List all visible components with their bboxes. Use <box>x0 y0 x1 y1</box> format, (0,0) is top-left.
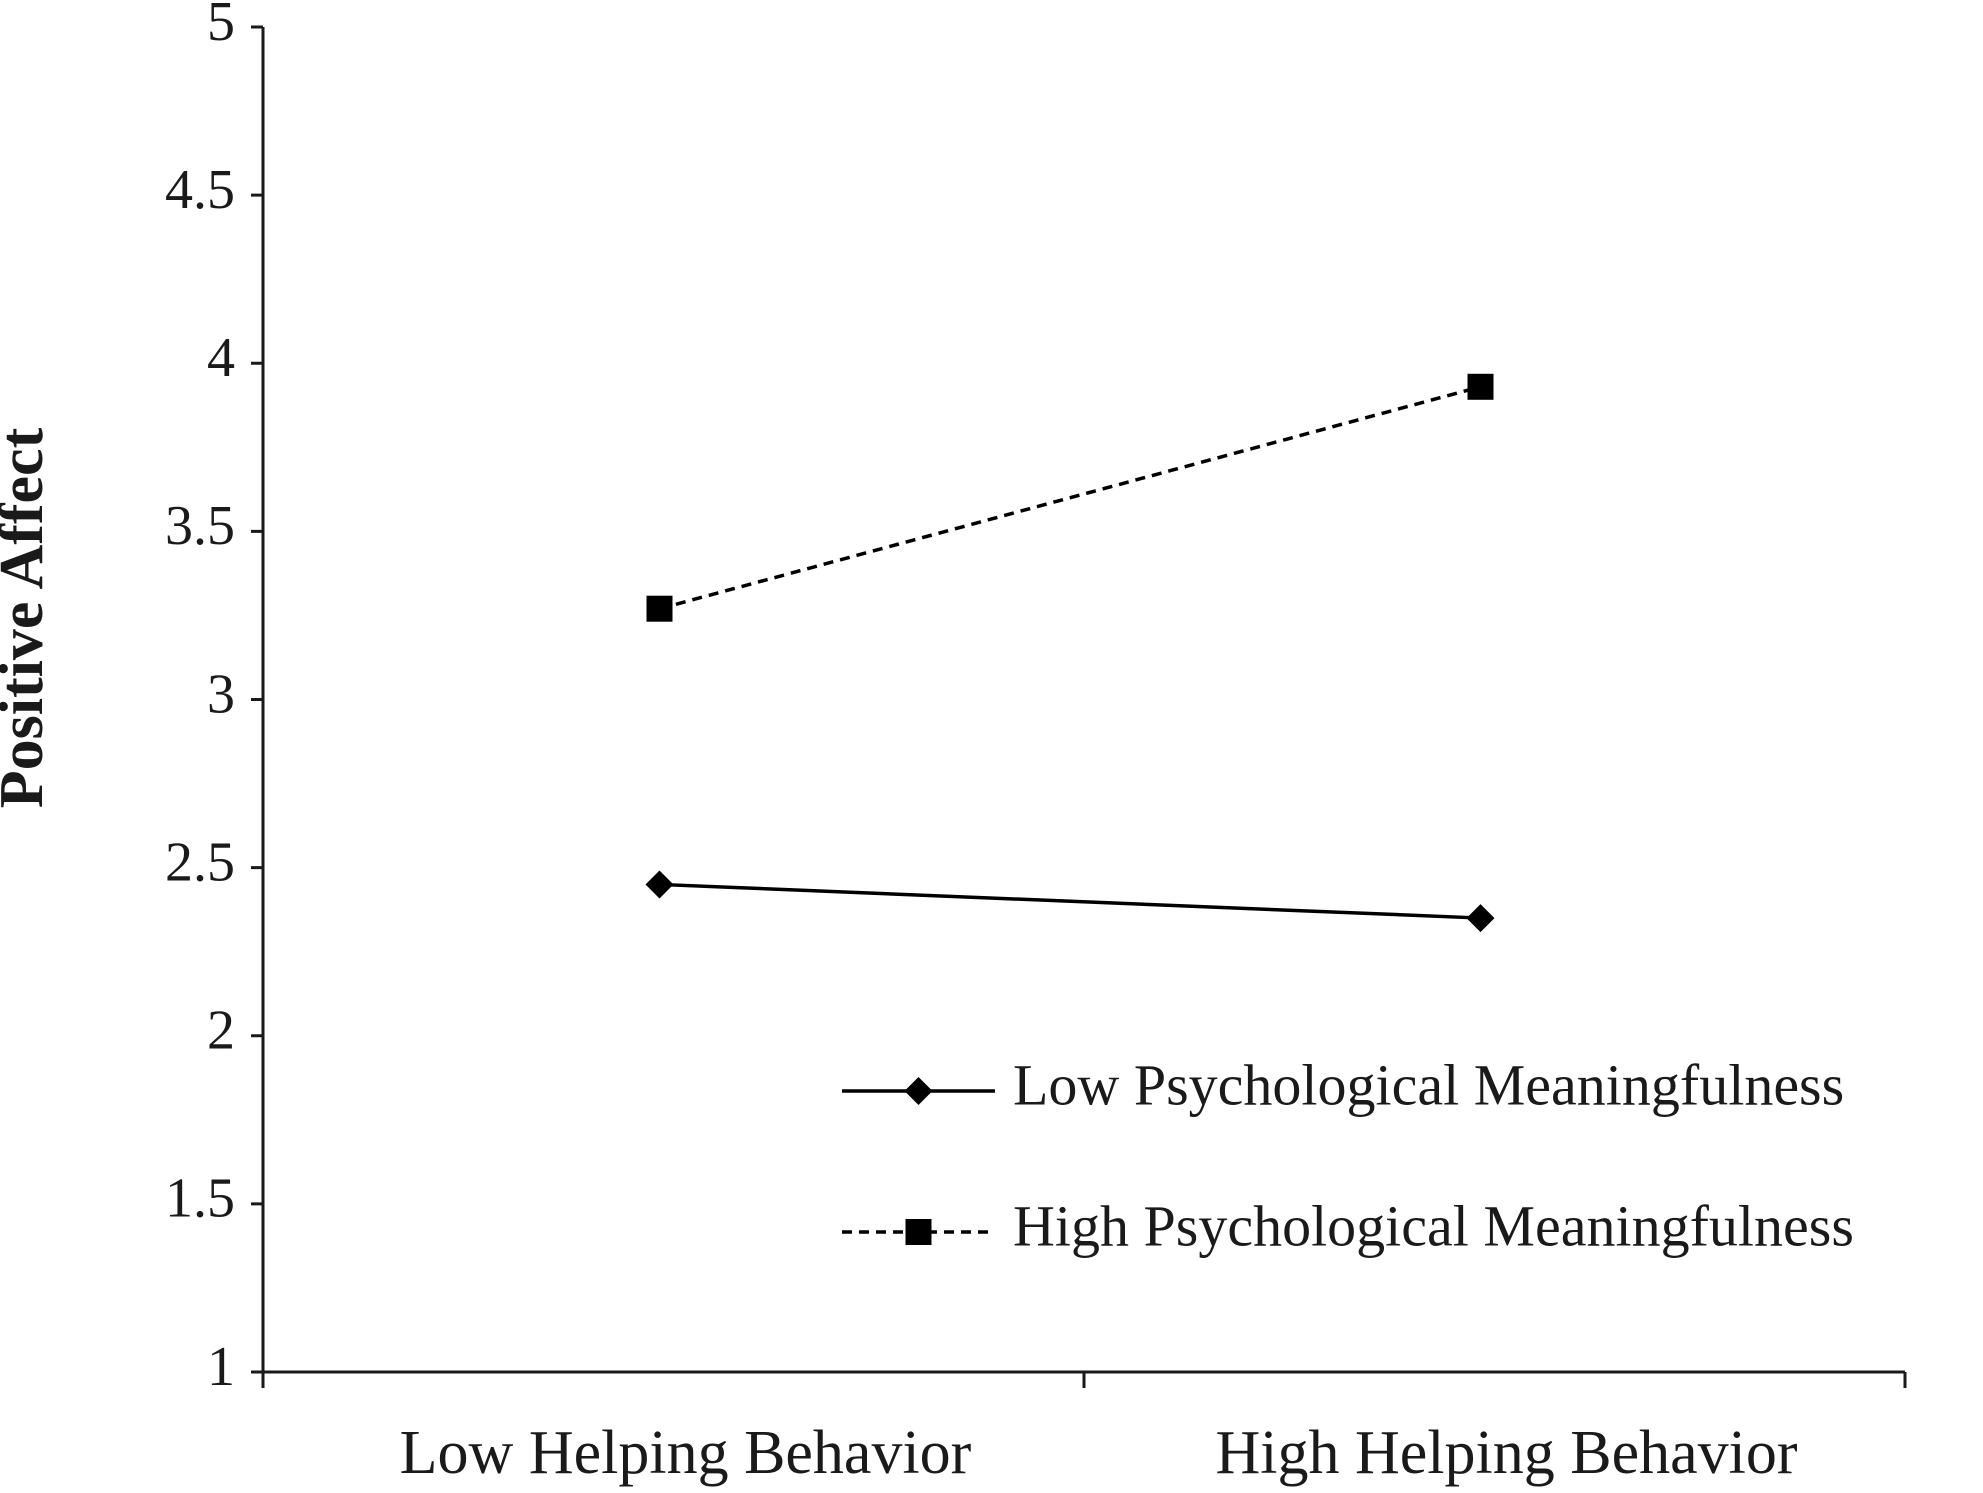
legend: Low Psychological Meaningfulness High Psy… <box>842 1052 1854 1258</box>
legend-marker <box>905 1219 932 1245</box>
y-tick-label: 4.5 <box>165 159 235 221</box>
y-tick-label: 1 <box>207 1336 235 1398</box>
legend-label: High Psychological Meaningfulness <box>1013 1193 1854 1258</box>
series-1 <box>646 373 1494 622</box>
legend-item: Low Psychological Meaningfulness <box>842 1052 1844 1117</box>
x-tick-label: Low Helping Behavior <box>400 1419 972 1487</box>
data-point <box>645 870 674 899</box>
y-tick-label: 2.5 <box>165 831 235 893</box>
x-axis: Low Helping Behavior High Helping Behavio… <box>261 1370 1907 1487</box>
y-axis-label: Positive Affect <box>0 427 56 808</box>
data-point <box>646 595 673 622</box>
y-tick-label: 3.5 <box>165 495 235 557</box>
series-line <box>659 385 1481 611</box>
data-point <box>1466 904 1495 933</box>
series-0 <box>645 870 1495 933</box>
y-tick-label: 4 <box>207 327 235 389</box>
series-layer <box>645 373 1495 933</box>
legend-marker <box>904 1077 933 1105</box>
y-tick-label: 5 <box>207 0 235 53</box>
legend-item: High Psychological Meaningfulness <box>842 1193 1854 1258</box>
data-point <box>1467 373 1494 400</box>
y-axis: 1 1.5 2 2.5 3 3.5 4 4.5 5 <box>165 0 265 1398</box>
x-tick-label: High Helping Behavior <box>1215 1419 1797 1487</box>
y-tick-label: 3 <box>207 663 235 725</box>
y-tick-label: 2 <box>207 1000 235 1062</box>
legend-label: Low Psychological Meaningfulness <box>1013 1052 1844 1117</box>
series-line <box>659 882 1481 920</box>
y-tick-label: 1.5 <box>165 1168 235 1230</box>
